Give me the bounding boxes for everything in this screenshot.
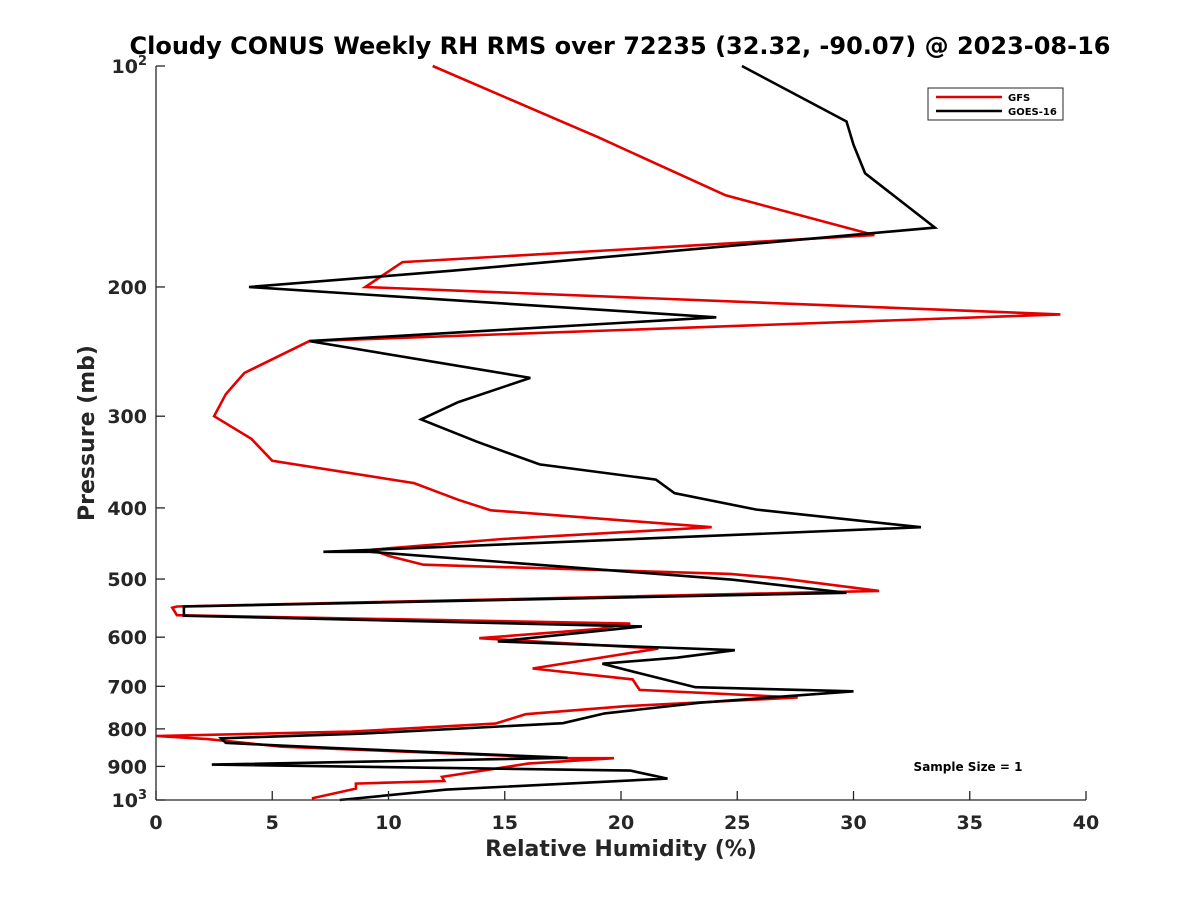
x-tick-label: 5 bbox=[266, 812, 279, 834]
series-layer bbox=[155, 64, 1061, 802]
x-tick-label: 40 bbox=[1073, 812, 1099, 834]
legend-label: GOES-16 bbox=[1008, 107, 1057, 118]
y-tick-label: 300 bbox=[107, 406, 147, 428]
sample-size-annotation: Sample Size = 1 bbox=[914, 760, 1023, 774]
y-tick-label: 600 bbox=[107, 627, 147, 649]
y-tick-label: 800 bbox=[107, 719, 147, 741]
chart-title: Cloudy CONUS Weekly RH RMS over 72235 (3… bbox=[130, 32, 1111, 60]
series-line-goes-16 bbox=[182, 64, 939, 802]
x-tick-label: 20 bbox=[608, 812, 634, 834]
y-ticks: 102 200 300 400 500 600 700 800 900 103 bbox=[107, 54, 165, 812]
y-tick-label: 102 bbox=[112, 54, 148, 78]
axes-background bbox=[156, 66, 1086, 800]
legend: GFS GOES-16 bbox=[927, 87, 1064, 121]
x-tick-label: 0 bbox=[149, 812, 162, 834]
y-tick-label: 400 bbox=[107, 498, 147, 520]
y-tick-label: 700 bbox=[107, 676, 147, 698]
x-axis-label: Relative Humidity (%) bbox=[485, 837, 757, 862]
legend-label: GFS bbox=[1008, 93, 1030, 104]
y-tick-label: 103 bbox=[112, 788, 148, 812]
x-tick-label: 15 bbox=[492, 812, 518, 834]
x-tick-label: 25 bbox=[724, 812, 750, 834]
x-tick-label: 10 bbox=[375, 812, 401, 834]
y-tick-label: 200 bbox=[107, 277, 147, 299]
legend-box bbox=[927, 87, 1064, 121]
y-axis-label: Pressure (mb) bbox=[75, 345, 100, 521]
x-ticks: 0 5 10 15 20 25 30 35 40 bbox=[149, 791, 1099, 834]
y-tick-label: 500 bbox=[107, 569, 147, 591]
x-tick-label: 30 bbox=[840, 812, 866, 834]
x-tick-label: 35 bbox=[957, 812, 983, 834]
plot-area bbox=[156, 66, 1086, 800]
y-tick-label: 900 bbox=[107, 756, 147, 778]
